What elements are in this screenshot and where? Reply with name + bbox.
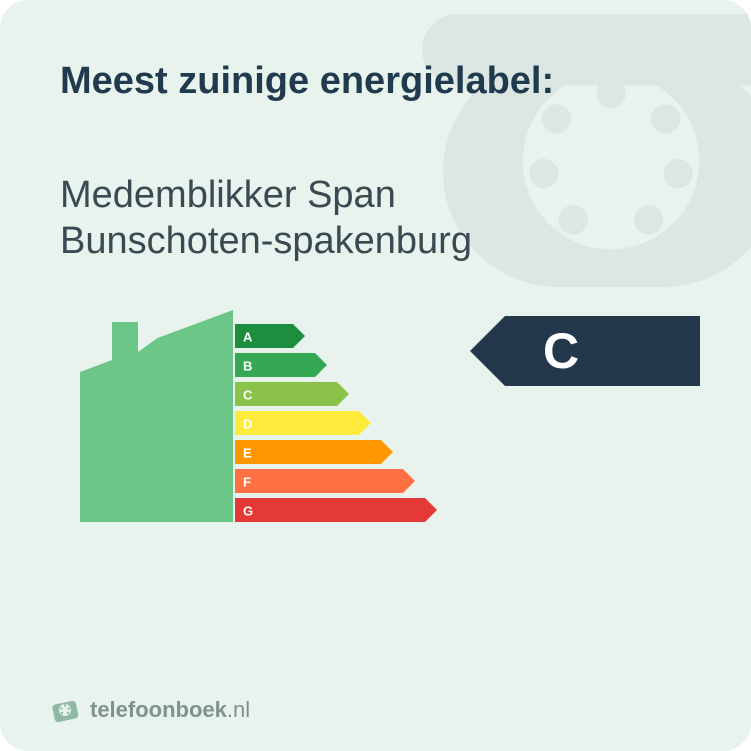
- energy-bar-label: A: [243, 329, 253, 344]
- brand-row: telefoonboek.nl: [50, 695, 250, 725]
- subtitle-line1: Medemblikker Span: [60, 174, 396, 216]
- energy-bar-label: B: [243, 358, 252, 373]
- energy-bar-f: [235, 469, 415, 493]
- energy-bar-label: G: [243, 503, 253, 518]
- energy-bar-label: C: [243, 387, 253, 402]
- energy-bar-label: D: [243, 416, 252, 431]
- energy-bar-d: [235, 411, 371, 435]
- energy-bar-label: E: [243, 445, 252, 460]
- energy-bar-g: [235, 498, 437, 522]
- card-title: Meest zuinige energielabel:: [60, 60, 701, 103]
- brand-name: telefoonboek.nl: [90, 697, 250, 723]
- info-card: Meest zuinige energielabel: Medemblikker…: [0, 0, 751, 751]
- card-subtitle: Medemblikker Span Bunschoten-spakenburg: [60, 173, 701, 264]
- energy-chart-svg: ABCDEFGC: [60, 304, 700, 564]
- brand-logo-icon: [50, 695, 80, 725]
- rating-badge-label: C: [543, 323, 579, 379]
- house-icon: [80, 310, 233, 522]
- energy-bar-label: F: [243, 474, 251, 489]
- rating-badge: [470, 316, 700, 386]
- energy-chart: ABCDEFGC: [60, 304, 701, 584]
- subtitle-line2: Bunschoten-spakenburg: [60, 220, 472, 262]
- energy-bar-e: [235, 440, 393, 464]
